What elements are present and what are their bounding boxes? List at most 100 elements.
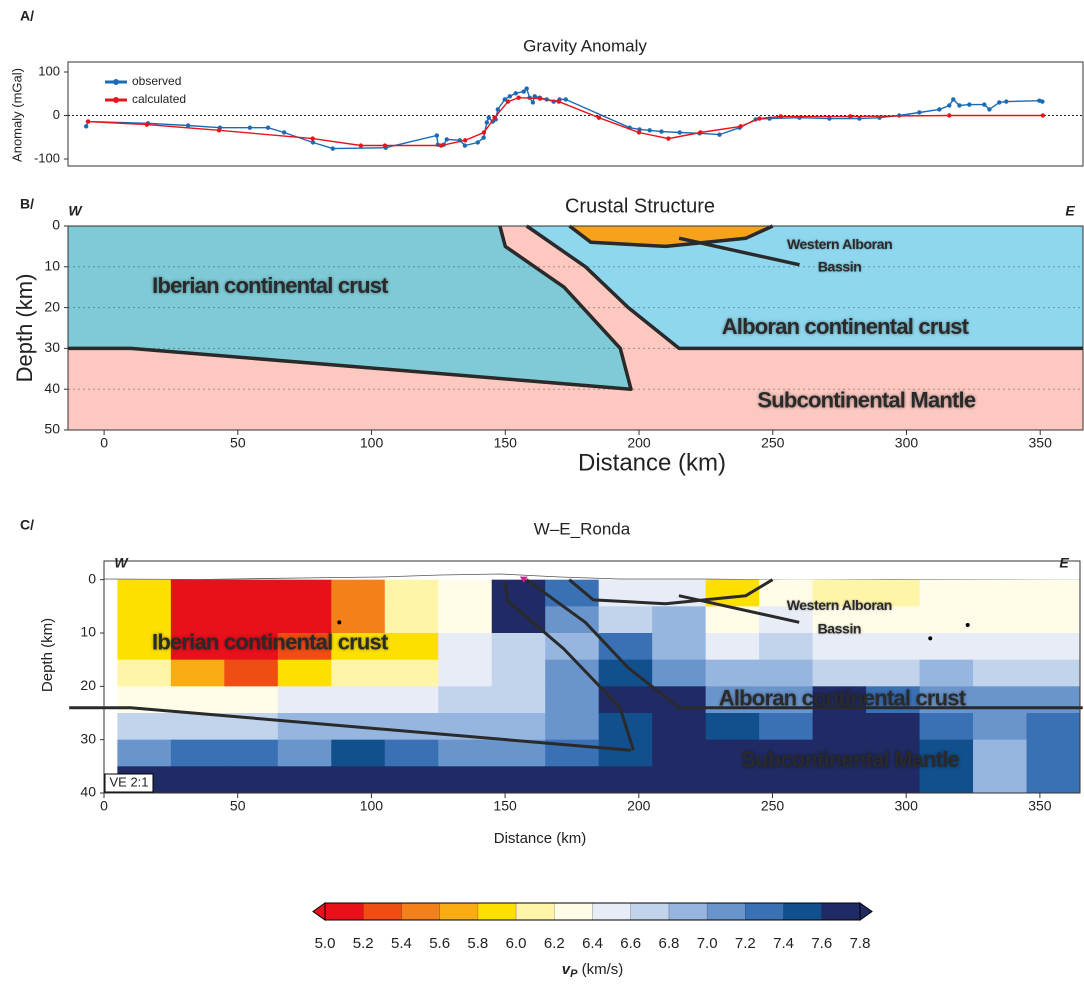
- velocity-cell: [759, 633, 814, 661]
- velocity-cell: [973, 766, 1028, 794]
- legend-label: observed: [132, 74, 181, 88]
- velocity-cell: [652, 713, 707, 741]
- velocity-cell: [812, 766, 867, 794]
- velocity-cell: [277, 713, 332, 741]
- colorbar-bin: [439, 903, 479, 920]
- velocity-cell: [277, 739, 332, 767]
- colorbar-bin: [363, 903, 402, 920]
- velocity-cell: [277, 633, 332, 661]
- series-point: [310, 136, 315, 141]
- boundary-line: [678, 594, 800, 624]
- velocity-cell: [866, 606, 921, 634]
- x-axis-label: Distance (km): [578, 449, 726, 476]
- plot-frame: [67, 61, 1084, 167]
- velocity-cell: [491, 766, 546, 794]
- colorbar-tick-label: 7.0: [697, 935, 718, 952]
- velocity-cell: [491, 659, 546, 687]
- velocity-cell: [973, 606, 1028, 634]
- velocity-cell: [973, 686, 1028, 714]
- velocity-cell: [491, 739, 546, 767]
- colorbar-bin: [668, 903, 708, 920]
- series-point: [1040, 113, 1046, 118]
- region-label: Subcontinental Mantle: [757, 387, 975, 412]
- velocity-cell: [1026, 739, 1081, 767]
- region-label: Alboran continental crust: [719, 685, 967, 710]
- series-point: [947, 103, 952, 108]
- velocity-cell: [384, 766, 439, 794]
- velocity-cell: [919, 739, 974, 767]
- velocity-cell: [652, 766, 707, 794]
- velocity-cell: [973, 579, 1028, 607]
- series-point: [647, 128, 652, 133]
- velocity-cell: [438, 633, 493, 661]
- point: [965, 623, 970, 627]
- velocity-cell: [117, 606, 172, 634]
- x-tick-label: 100: [360, 798, 384, 814]
- velocity-cell: [224, 606, 279, 634]
- velocity-cell: [331, 659, 386, 687]
- velocity-cell: [384, 633, 439, 661]
- series-point: [83, 124, 89, 129]
- series-point: [521, 89, 526, 94]
- velocity-cell: [384, 686, 439, 714]
- velocity-cell: [705, 659, 760, 687]
- colorbar-tick-label: 7.2: [735, 935, 756, 952]
- velocity-cell: [866, 579, 921, 607]
- velocity-cell: [277, 606, 332, 634]
- panel-label: A/: [20, 8, 34, 24]
- plot-frame: [67, 225, 1084, 431]
- x-tick-label: 300: [895, 435, 919, 451]
- series-point: [917, 110, 922, 115]
- x-tick-label: 150: [494, 435, 518, 451]
- colorbar-tick-label: 6.8: [658, 935, 679, 952]
- velocity-cell: [277, 659, 332, 687]
- velocity-cell: [170, 633, 225, 661]
- velocity-cell: [170, 739, 225, 767]
- colorbar-subscript: P: [570, 968, 578, 980]
- colorbar-tick-label: 7.6: [811, 935, 832, 952]
- velocity-cell: [384, 579, 439, 607]
- boundary-line: [69, 706, 631, 752]
- velocity-cell: [438, 606, 493, 634]
- velocity-cell: [224, 686, 279, 714]
- velocity-cell: [919, 579, 974, 607]
- x-tick-label: 200: [627, 798, 651, 814]
- velocity-cell: [384, 659, 439, 687]
- colorbar-bin: [630, 903, 670, 920]
- colorbar-bin: [325, 903, 364, 920]
- colorbar-tick-label: 5.0: [315, 935, 336, 952]
- y-tick-label: 20: [80, 677, 96, 693]
- velocity-cell: [652, 739, 707, 767]
- velocity-cell: [117, 579, 172, 607]
- series-point: [563, 97, 568, 102]
- velocity-cell: [1026, 713, 1081, 741]
- y-tick-label: 0: [52, 217, 60, 233]
- series-point: [677, 130, 682, 135]
- velocity-cell: [652, 606, 707, 634]
- series-point: [462, 143, 468, 148]
- region-label: Alboran continental crust: [722, 314, 970, 339]
- velocity-cell: [866, 633, 921, 661]
- series-point: [85, 119, 91, 124]
- velocity-cell: [331, 633, 386, 661]
- colorbar-tick-label: 5.6: [429, 935, 450, 952]
- chart-title: Gravity Anomaly: [523, 36, 647, 55]
- boundary-line: [525, 224, 1083, 351]
- velocity-cell: [1026, 606, 1081, 634]
- series-point: [757, 116, 762, 121]
- y-tick-label: 0: [53, 107, 60, 122]
- series-point: [492, 115, 497, 120]
- series-point: [144, 122, 150, 127]
- x-tick-label: 350: [1028, 798, 1052, 814]
- series-point: [937, 107, 942, 112]
- velocity-cell: [705, 633, 760, 661]
- series-point: [330, 146, 335, 151]
- velocity-cell: [598, 606, 653, 634]
- annotation: Bassin: [818, 621, 862, 637]
- velocity-cell: [812, 659, 867, 687]
- series-point: [310, 140, 316, 145]
- velocity-cell: [919, 659, 974, 687]
- velocity-cell: [277, 579, 332, 607]
- region-label: Iberian continental crust: [152, 629, 389, 654]
- velocity-cell: [652, 686, 707, 714]
